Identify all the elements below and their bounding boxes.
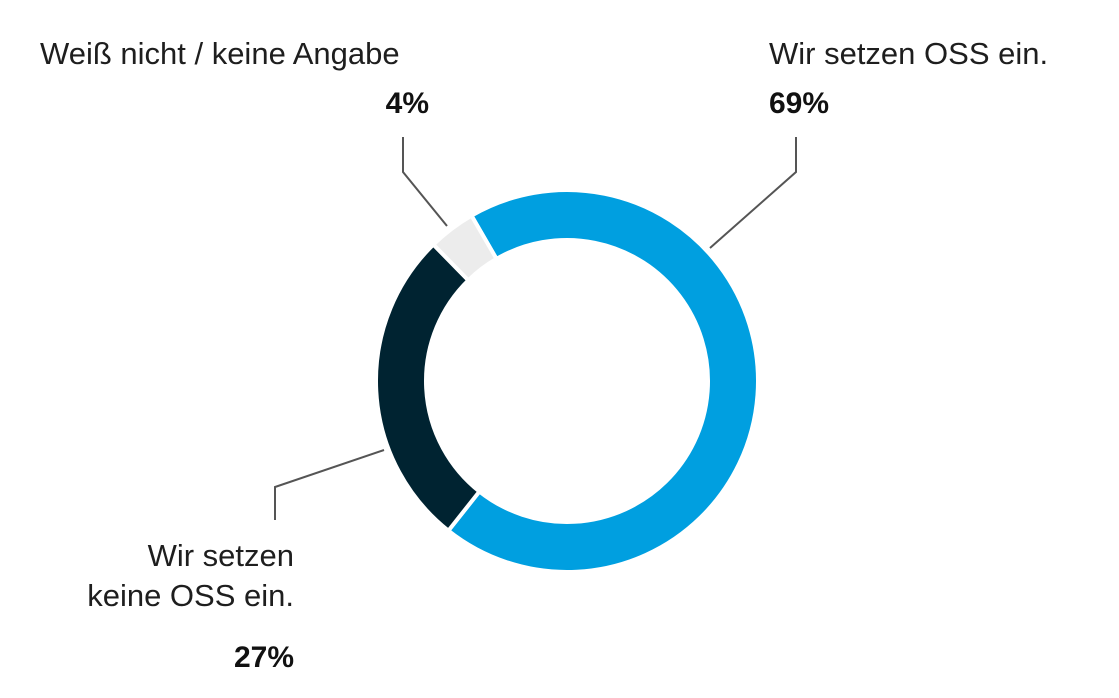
legend-label-weiss-nicht: Weiß nicht / keine Angabe	[40, 34, 400, 74]
data-label-weiss-nicht: 4%	[385, 87, 429, 120]
legend-label-weiss-nicht-line1: Weiß nicht / keine Angabe	[40, 36, 400, 71]
legend-label-keine-oss: Wir setzen keine OSS ein.	[87, 536, 294, 616]
legend-label-oss-line1: Wir setzen OSS ein.	[769, 36, 1049, 71]
donut-slice-keine-oss	[374, 241, 483, 534]
donut-slice-weiss-nicht	[430, 212, 500, 284]
legend-label-oss: Wir setzen OSS ein.	[769, 34, 1048, 74]
donut-slice-oss	[445, 188, 760, 574]
leader-line-oss	[709, 137, 797, 249]
legend-label-keine-oss-line1: Wir setzen	[147, 538, 294, 573]
legend-label-keine-oss-line2: keine OSS ein.	[87, 578, 294, 613]
leader-line-weiss-nicht	[402, 137, 448, 227]
donut-slices	[374, 188, 760, 574]
data-label-oss: 69%	[769, 87, 830, 120]
leader-line-keine-oss	[274, 449, 385, 520]
leader-lines	[274, 137, 797, 520]
data-label-keine-oss: 27%	[233, 641, 294, 674]
